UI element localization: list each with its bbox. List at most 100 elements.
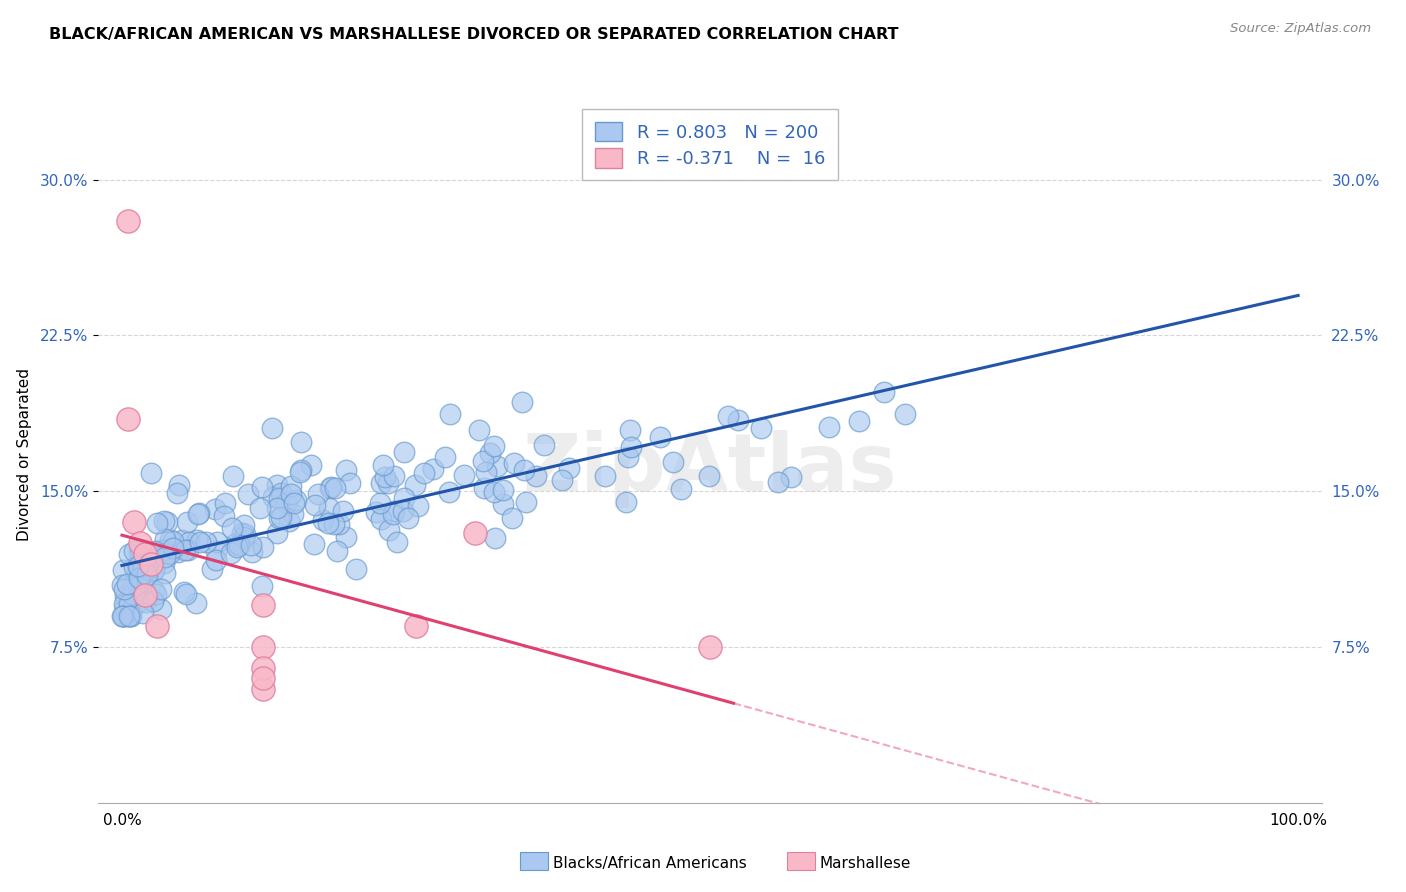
Point [236,487,259,501]
Point [152,556,174,570]
Point [422,462,444,476]
Point [141,557,163,571]
Point [484,485,506,500]
Point [127,559,149,574]
Point [378,524,401,538]
Point [307,487,329,501]
Point [302,537,325,551]
Y-axis label: Divorced or Separated: Divorced or Separated [17,368,32,541]
Point [335,530,357,544]
Point [153,533,176,547]
Point [382,469,405,483]
Point [167,478,190,492]
Point [239,538,262,552]
Point [122,576,145,591]
Point [768,475,790,489]
Point [152,514,174,528]
Point [249,501,271,516]
Point [252,480,274,494]
Point [274,496,297,510]
Point [143,583,166,598]
Point [405,619,427,633]
Point [187,507,209,521]
Point [157,547,180,561]
Point [129,542,152,557]
Point [662,455,685,469]
Point [491,483,513,498]
Point [142,563,165,577]
Point [138,553,160,567]
Point [156,515,179,529]
Point [152,548,174,562]
Point [370,475,392,490]
Point [501,510,523,524]
Point [222,469,245,483]
Point [118,608,141,623]
Point [381,507,404,521]
Point [186,596,208,610]
Point [115,576,138,591]
Point [233,527,256,541]
Point [145,587,167,601]
Point [412,466,434,480]
Point [122,544,145,558]
Point [153,566,176,580]
Point [146,516,169,531]
Point [717,409,740,424]
Point [142,593,165,607]
Point [122,516,145,530]
Point [214,496,236,510]
Point [270,485,292,500]
Point [290,463,312,477]
Point [139,466,162,480]
Point [135,595,157,609]
Point [112,608,135,623]
Point [159,533,181,547]
Legend: R = 0.803   N = 200, R = -0.371    N =  16: R = 0.803 N = 200, R = -0.371 N = 16 [582,109,838,180]
Point [232,517,254,532]
Point [437,485,460,500]
Point [558,461,581,475]
Text: Marshallese: Marshallese [820,856,911,871]
Point [174,587,197,601]
Point [252,681,274,696]
Point [170,533,193,547]
Point [143,544,166,558]
Point [194,535,217,549]
Point [472,481,495,495]
Point [697,468,720,483]
Point [326,544,349,558]
Point [252,640,274,654]
Point [533,438,555,452]
Point [112,598,135,612]
Point [128,570,150,584]
Point [117,214,139,228]
Point [620,440,643,454]
Point [280,486,302,500]
Point [226,540,249,554]
Point [120,608,142,623]
Point [616,495,638,509]
Point [205,553,228,567]
Point [387,534,409,549]
Point [118,608,141,623]
Point [176,515,198,529]
Point [114,590,136,604]
Point [117,411,139,425]
Point [134,588,156,602]
Point [374,470,396,484]
Point [283,496,305,510]
Text: Source: ZipAtlas.com: Source: ZipAtlas.com [1230,22,1371,36]
Point [270,510,292,524]
Point [146,619,169,633]
Point [304,499,326,513]
Point [135,562,157,576]
Point [135,568,157,582]
Point [204,502,226,516]
Point [188,535,211,549]
Point [339,475,361,490]
Point [848,414,870,428]
Point [751,421,773,435]
Point [468,423,491,437]
Point [727,413,749,427]
